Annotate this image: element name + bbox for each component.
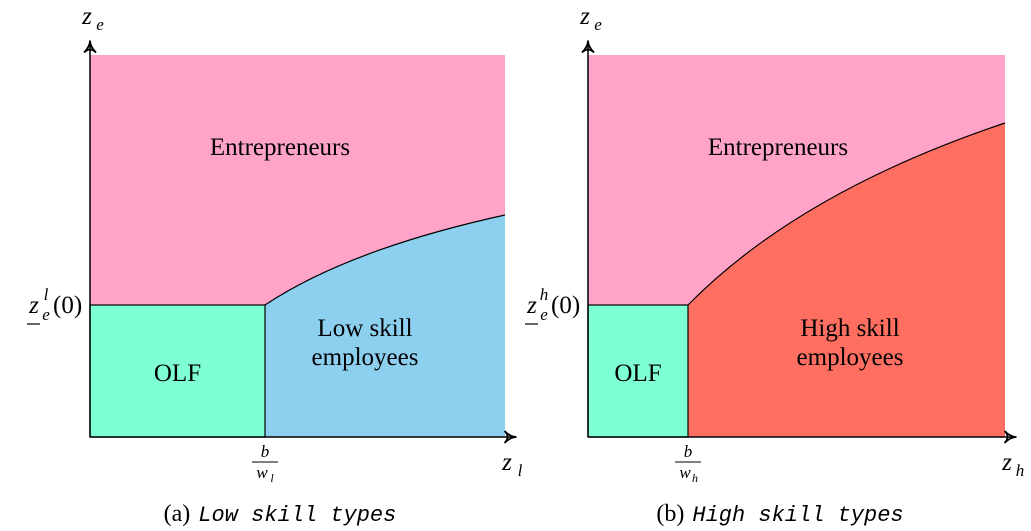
cutoff-numerator: b xyxy=(684,442,693,461)
caption: (a) Low skill types xyxy=(164,501,397,528)
olf-region xyxy=(89,304,266,438)
region-label: employees xyxy=(312,344,419,371)
region-label: Entrepreneurs xyxy=(210,134,350,161)
x-axis-label: z xyxy=(501,449,512,476)
region-label: High skill xyxy=(800,315,899,342)
threshold-label: z xyxy=(526,292,537,319)
cutoff-denominator-sub: l xyxy=(270,471,274,485)
caption-tag: (b) xyxy=(656,501,684,527)
threshold-label-sup: h xyxy=(540,285,549,304)
threshold-label-sup: l xyxy=(44,285,49,304)
caption-text: Low skill types xyxy=(198,503,396,528)
x-axis-label-sub: h xyxy=(1016,461,1025,480)
y-axis-label-sub: e xyxy=(594,15,602,34)
region-label: OLF xyxy=(614,360,661,387)
threshold-label-sub: e xyxy=(540,305,548,324)
region-label: Entrepreneurs xyxy=(708,134,848,161)
olf-region xyxy=(587,304,689,438)
caption-text: High skill types xyxy=(692,503,903,528)
threshold-label-sub: e xyxy=(42,305,50,324)
caption-tag: (a) xyxy=(164,501,191,527)
caption: (b) High skill types xyxy=(656,501,903,528)
region-label: OLF xyxy=(154,360,201,387)
threshold-label-arg: (0) xyxy=(53,292,82,319)
cutoff-denominator-sub: h xyxy=(692,471,698,485)
cutoff-denominator: w xyxy=(679,463,691,482)
y-axis-label: z xyxy=(81,3,92,30)
x-axis-label: z xyxy=(1001,449,1012,476)
cutoff-denominator: w xyxy=(256,463,268,482)
cutoff-numerator: b xyxy=(261,442,270,461)
region-label: Low skill xyxy=(317,315,412,342)
boundary-curve xyxy=(264,214,506,306)
employee-region xyxy=(265,215,505,437)
threshold-label-arg: (0) xyxy=(551,292,580,319)
region-label: employees xyxy=(797,344,904,371)
boundary-curve xyxy=(687,122,1006,306)
y-axis-label-sub: e xyxy=(96,15,104,34)
threshold-label: z xyxy=(28,292,39,319)
y-axis-label: z xyxy=(579,3,590,30)
employee-region xyxy=(688,123,1005,437)
x-axis-label-sub: l xyxy=(518,461,523,480)
